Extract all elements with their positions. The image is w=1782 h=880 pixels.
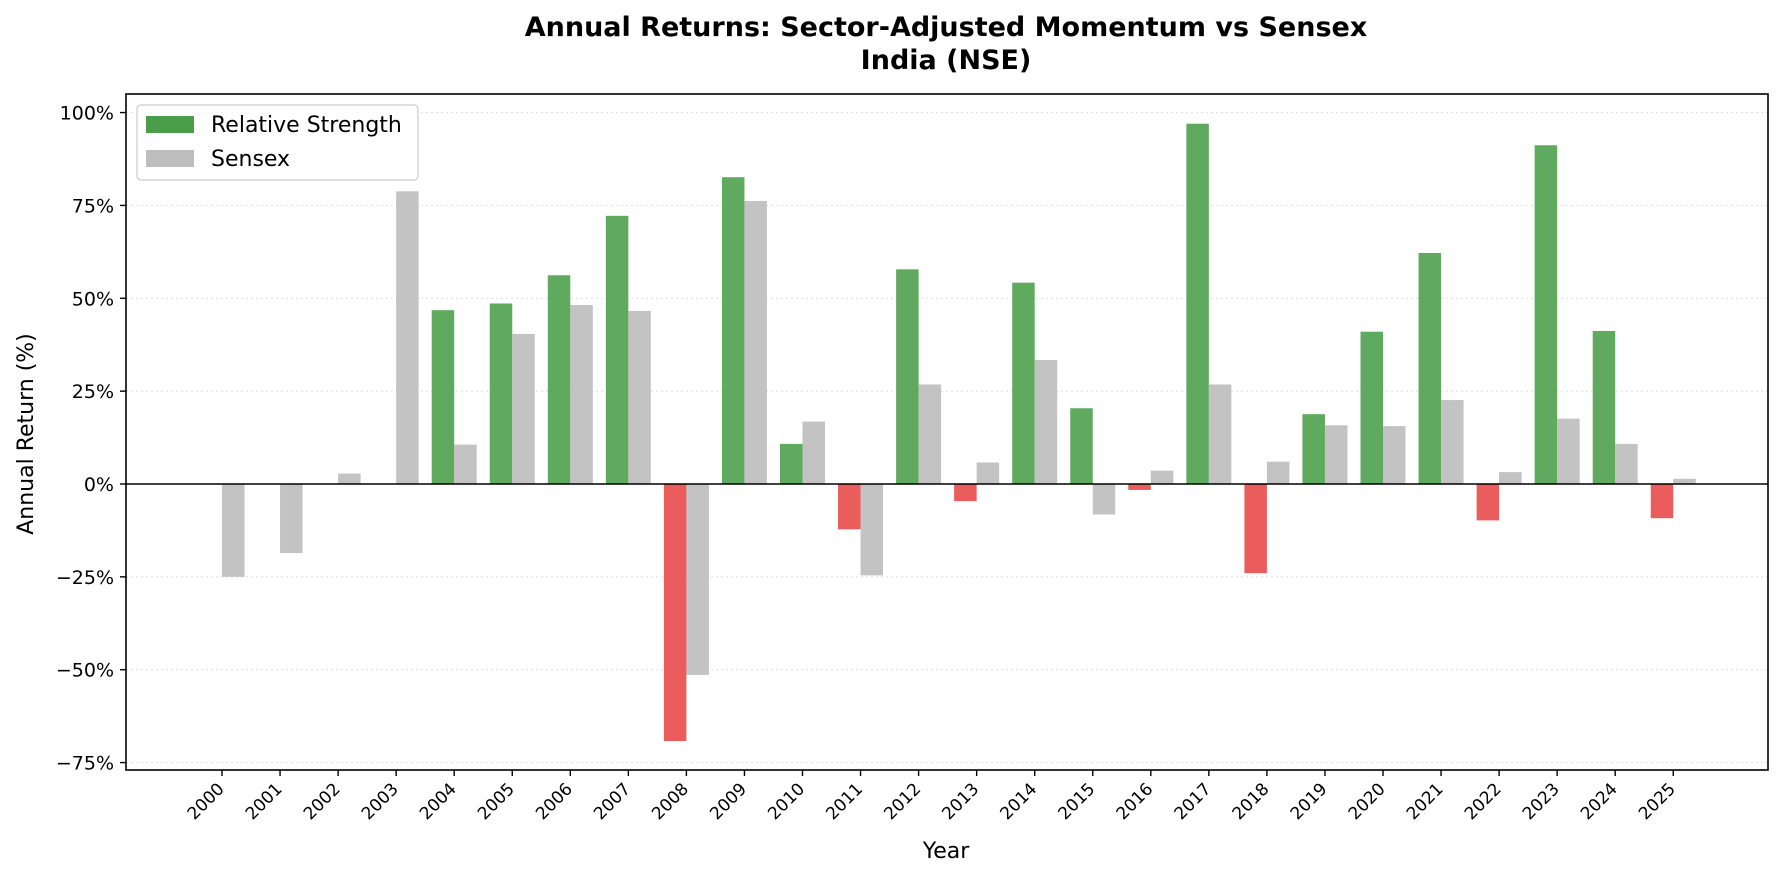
- bar-sensex: [686, 484, 709, 675]
- bar-relative-strength: [780, 443, 803, 484]
- bar-sensex: [1324, 425, 1348, 484]
- legend: Relative Strength Sensex: [136, 104, 419, 181]
- x-tick-label: 2004: [416, 779, 461, 824]
- bar-sensex: [396, 191, 419, 485]
- x-tick-label: 2024: [1577, 779, 1622, 824]
- x-tick-label: 2015: [1055, 779, 1100, 824]
- y-tick-label: −25%: [56, 567, 114, 589]
- x-tick-label: 2021: [1403, 779, 1448, 824]
- x-tick-label: 2019: [1287, 779, 1332, 824]
- bar-relative-strength: [721, 177, 745, 484]
- bar-relative-strength: [954, 484, 977, 502]
- bar-sensex: [1499, 472, 1522, 484]
- bar-relative-strength: [896, 269, 919, 484]
- x-tick-label: 2020: [1345, 779, 1390, 824]
- bar-sensex: [570, 304, 593, 484]
- bar-relative-strength: [1128, 484, 1151, 490]
- bar-relative-strength: [605, 215, 629, 485]
- x-tick-label: 2001: [242, 779, 287, 824]
- bar-relative-strength: [838, 484, 861, 530]
- bar-relative-strength: [1012, 282, 1035, 484]
- bar-relative-strength: [547, 275, 571, 484]
- bar-relative-strength: [663, 484, 687, 742]
- x-tick-label: 2007: [590, 779, 635, 824]
- x-tick-label: 2014: [996, 779, 1041, 824]
- bar-sensex: [1208, 384, 1232, 484]
- x-axis-label: Year: [922, 839, 971, 864]
- bar-relative-strength: [1476, 484, 1500, 521]
- x-tick-label: 2025: [1635, 779, 1680, 824]
- x-tick-label: 2022: [1461, 779, 1506, 824]
- x-tick-label: 2003: [358, 779, 403, 824]
- bar-sensex: [744, 200, 767, 484]
- bar-sensex: [1266, 461, 1290, 484]
- bar-sensex: [1673, 478, 1696, 484]
- bar-relative-strength: [1244, 484, 1267, 574]
- bar-relative-strength: [489, 303, 513, 484]
- grid-lines: [126, 112, 1768, 764]
- x-tick-label: 2017: [1171, 779, 1216, 824]
- bar-sensex: [1441, 400, 1464, 484]
- bar-sensex: [280, 484, 303, 554]
- y-tick-label: 0%: [84, 474, 114, 496]
- bar-relative-strength: [1302, 414, 1325, 484]
- x-tick-label: 2016: [1113, 779, 1158, 824]
- bar-relative-strength: [1418, 252, 1442, 484]
- y-tick-label: 25%: [72, 381, 114, 403]
- bar-relative-strength: [1650, 484, 1674, 519]
- bar-sensex: [1615, 443, 1638, 484]
- x-tick-label: 2012: [880, 779, 925, 824]
- legend-box: [136, 104, 419, 181]
- bar-sensex: [338, 473, 361, 484]
- x-tick-label: 2018: [1229, 779, 1274, 824]
- legend-label-sensex: Sensex: [211, 147, 290, 172]
- legend-swatch-sensex: [146, 150, 194, 167]
- x-axis: 2000 2001 2002 2003 2004 2005 2006 2007 2008 2009…: [184, 770, 1680, 824]
- x-tick-label: 2006: [532, 779, 577, 824]
- legend-label-relative-strength: Relative Strength: [211, 113, 402, 138]
- plot-area: [125, 93, 1769, 771]
- y-tick-label: 50%: [72, 288, 114, 310]
- bar-relative-strength: [1592, 330, 1616, 484]
- bar-sensex: [976, 462, 1000, 484]
- bars: [222, 123, 1696, 742]
- bar-relative-strength: [1360, 331, 1383, 484]
- y-tick-label: −75%: [56, 753, 114, 775]
- bar-relative-strength: [1070, 408, 1093, 484]
- y-axis-label: Annual Return (%): [14, 333, 39, 535]
- bar-sensex: [1150, 470, 1174, 484]
- bar-sensex: [860, 484, 884, 576]
- bar-sensex: [918, 384, 942, 484]
- y-tick-label: 75%: [72, 195, 114, 217]
- x-tick-label: 2002: [300, 779, 345, 824]
- legend-swatch-relative-strength: [146, 116, 194, 133]
- bar-relative-strength: [431, 310, 455, 484]
- bar-sensex: [1092, 484, 1116, 515]
- y-tick-label: −50%: [56, 660, 114, 682]
- chart-subtitle: India (NSE): [861, 45, 1032, 76]
- bar-sensex: [1383, 426, 1406, 484]
- bar-sensex: [628, 310, 651, 484]
- x-tick-label: 2009: [706, 779, 751, 824]
- bar-sensex: [512, 333, 535, 484]
- bar-relative-strength: [1534, 145, 1558, 484]
- x-tick-label: 2008: [648, 779, 693, 824]
- x-tick-label: 2023: [1519, 779, 1564, 824]
- bar-relative-strength: [1186, 123, 1209, 484]
- y-tick-label: 100%: [60, 103, 114, 125]
- x-tick-label: 2011: [822, 779, 867, 824]
- chart-title: Annual Returns: Sector-Adjusted Momentum…: [525, 12, 1368, 43]
- bar-sensex: [1034, 359, 1058, 484]
- bar-sensex: [1557, 418, 1580, 484]
- x-tick-label: 2000: [184, 779, 229, 824]
- x-tick-label: 2010: [764, 779, 809, 824]
- x-tick-label: 2013: [938, 779, 983, 824]
- bar-sensex: [802, 421, 825, 484]
- bar-sensex: [454, 444, 477, 484]
- y-axis: −75% −50% −25% 0% 25% 50% 75% 100%: [56, 103, 126, 775]
- bar-sensex: [222, 484, 245, 577]
- x-tick-label: 2005: [474, 779, 519, 824]
